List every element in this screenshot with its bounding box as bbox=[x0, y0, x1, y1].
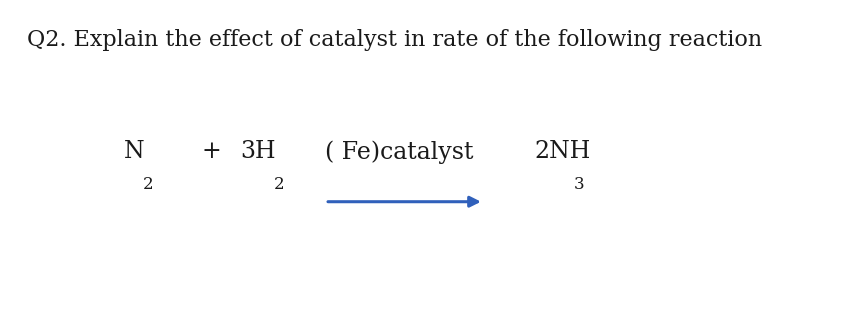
Text: +: + bbox=[202, 140, 221, 164]
Text: 2: 2 bbox=[274, 176, 284, 193]
Text: N: N bbox=[124, 140, 145, 164]
Text: 3H: 3H bbox=[240, 140, 275, 164]
Text: 2NH: 2NH bbox=[534, 140, 591, 164]
Text: Q2. Explain the effect of catalyst in rate of the following reaction: Q2. Explain the effect of catalyst in ra… bbox=[28, 29, 762, 51]
Text: ( Fe)catalyst: ( Fe)catalyst bbox=[326, 140, 474, 164]
Text: 2: 2 bbox=[143, 176, 153, 193]
Text: 3: 3 bbox=[573, 176, 585, 193]
